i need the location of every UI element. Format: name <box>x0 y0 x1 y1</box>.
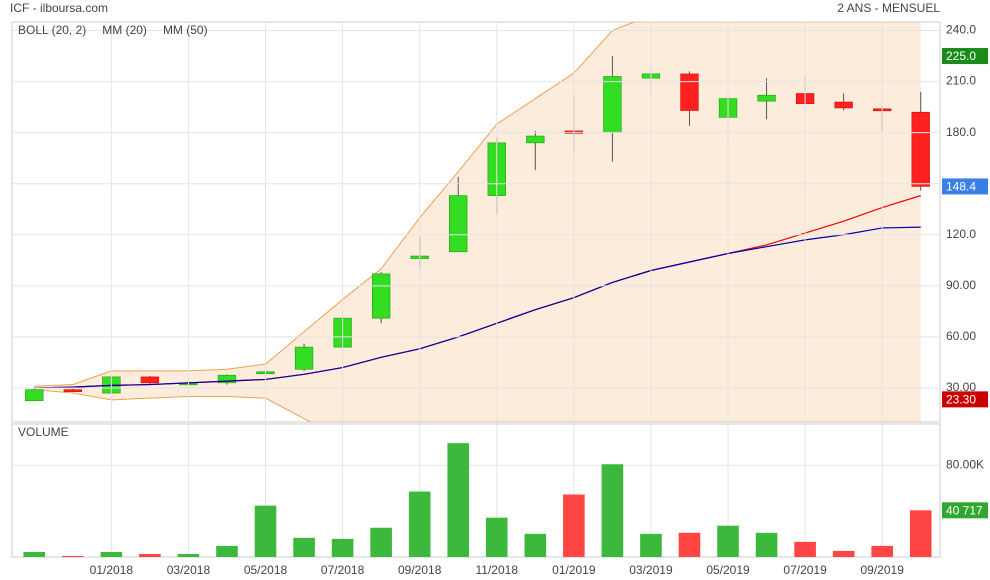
volume-bar <box>601 464 624 557</box>
legend-entry: BOLL (20, 2) <box>18 23 86 37</box>
price-tag <box>942 48 988 65</box>
band-fill <box>34 22 921 422</box>
y-tick-label: 30.00 <box>946 380 976 394</box>
candle-body <box>757 94 776 102</box>
legend-entry: MM (50) <box>163 23 208 37</box>
y-tick-label: 60.00 <box>946 329 976 343</box>
candle-body <box>680 73 699 111</box>
volume-bar <box>794 541 816 557</box>
legend-entry: MM (20) <box>102 23 147 37</box>
volume-bar <box>177 554 200 557</box>
price-tag-label: 23.30 <box>946 393 976 407</box>
candle-body <box>603 76 622 133</box>
volume-bar <box>640 533 662 557</box>
price-tag-label: 40 717 <box>946 503 983 517</box>
candle-body <box>217 374 237 384</box>
x-tick-label: 07/2018 <box>321 563 365 577</box>
volume-bar <box>370 527 392 557</box>
x-tick-label: 03/2019 <box>629 563 673 577</box>
price-panel <box>11 21 941 423</box>
band-upper <box>34 22 636 387</box>
x-tick-label: 01/2018 <box>90 563 134 577</box>
chart-subtitle: 2 ANS - MENSUEL <box>837 1 940 15</box>
volume-bar <box>139 554 161 557</box>
y-tick-label: 120.0 <box>946 227 976 241</box>
price-tag-label: 225.0 <box>946 49 976 63</box>
volume-bar <box>293 537 315 557</box>
y-tick-label: 90.00 <box>946 278 976 292</box>
volume-bar <box>832 550 855 557</box>
x-tick-label: 05/2019 <box>706 563 750 577</box>
volume-bar <box>909 510 932 557</box>
volume-bar <box>524 533 547 557</box>
x-tick-label: 11/2018 <box>476 563 519 577</box>
candle-body <box>140 376 160 384</box>
volume-panel <box>11 423 941 558</box>
candle-body <box>834 101 853 109</box>
candle-body <box>63 389 82 392</box>
y-tick-label: 180.0 <box>946 125 976 139</box>
volume-bar <box>408 491 431 557</box>
y-tick-label: 210.0 <box>946 74 976 88</box>
volume-bar <box>62 555 84 557</box>
y-tick-label: 80.00K <box>946 457 984 471</box>
x-tick-label: 03/2018 <box>167 563 211 577</box>
ma-line <box>34 226 921 389</box>
volume-bar <box>254 505 277 557</box>
volume-bar <box>447 443 470 557</box>
volume-bar <box>485 517 508 557</box>
volume-bar <box>331 538 354 557</box>
x-tick-label: 05/2018 <box>244 563 288 577</box>
price-tag <box>942 178 988 195</box>
volume-bar <box>216 545 238 557</box>
candle-body <box>371 273 391 319</box>
x-tick-label: 09/2019 <box>860 563 904 577</box>
candle-body <box>911 111 930 187</box>
volume-bar <box>717 525 739 557</box>
price-tag <box>942 391 988 408</box>
x-tick-label: 01/2019 <box>552 563 596 577</box>
volume-bar <box>23 551 46 557</box>
x-tick-label: 09/2018 <box>398 563 442 577</box>
volume-bar <box>678 532 701 557</box>
candle-body <box>449 195 468 253</box>
price-plot <box>25 22 930 422</box>
band-lower <box>34 389 921 422</box>
price-tag <box>942 502 988 519</box>
x-tick-label: 07/2019 <box>783 563 827 577</box>
candle-body <box>526 135 545 144</box>
volume-bar <box>871 545 893 557</box>
candle-body <box>294 346 314 370</box>
volume-title: VOLUME <box>18 425 69 439</box>
candle-body <box>25 389 44 402</box>
chart-title: ICF - ilboursa.com <box>10 1 108 15</box>
price-tag-label: 148.4 <box>946 180 976 194</box>
volume-bar <box>100 551 123 557</box>
volume-bar <box>755 532 778 557</box>
y-tick-label: 240.0 <box>946 23 976 37</box>
volume-bar <box>563 494 585 557</box>
